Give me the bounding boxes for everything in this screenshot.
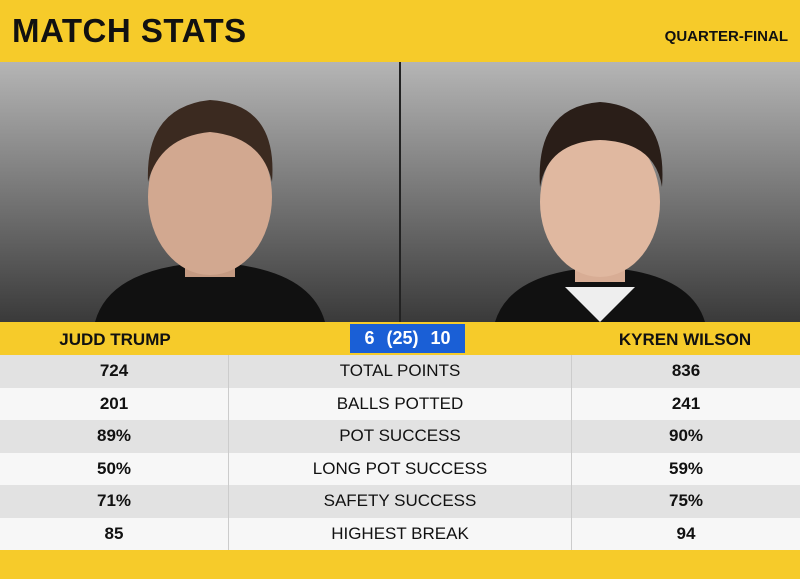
player-2-stat: 94: [676, 523, 696, 543]
player-2-stat: 75%: [668, 491, 704, 510]
player-name: JUDD TRUMP: [59, 330, 171, 349]
stage: QUARTER-FINAL: [664, 28, 788, 45]
stat-label: TOTAL POINTS: [228, 355, 572, 388]
stat-label: LONG POT SUCCESS: [228, 452, 572, 485]
stat-label: POT SUCCESS: [228, 420, 572, 453]
player-1-stat: 50%: [96, 458, 132, 478]
title: MATCH STATS: [12, 12, 247, 49]
stat-row: 724 TOTAL POINTS 836: [0, 355, 800, 388]
player-1-stat: 724: [99, 361, 129, 380]
player-1-photo: [95, 100, 325, 322]
player-2-stat: 836: [671, 361, 701, 380]
score-left: 6: [364, 328, 375, 348]
header: MATCH STATS QUARTER-FINAL: [0, 0, 800, 62]
player-2-stat: 241: [671, 393, 701, 413]
stats-table: 724 TOTAL POINTS 836 201 BALLS POTTED 241 89% P…: [0, 355, 800, 550]
player-1-stat: 71%: [96, 491, 132, 510]
stat-row: 71% SAFETY SUCCESS 75%: [0, 485, 800, 518]
score-right: 10: [430, 328, 451, 348]
score-frames: (25): [386, 328, 419, 348]
player-2-stat: 90%: [668, 426, 704, 445]
stat-row: 50% LONG POT SUCCESS 59%: [0, 452, 800, 485]
score: 6 (25) 10: [350, 324, 465, 353]
stat-row: 201 BALLS POTTED 241: [0, 387, 800, 420]
stat-label: HIGHEST BREAK: [228, 517, 572, 550]
player-photos: [0, 62, 800, 322]
player-1-stat: 89%: [96, 426, 132, 445]
player-2-stat: 59%: [668, 458, 704, 478]
player-name: KYREN WILSON: [618, 330, 752, 349]
stat-label: BALLS POTTED: [228, 387, 572, 420]
player-1-stat: 85: [104, 523, 124, 543]
stat-label: SAFETY SUCCESS: [228, 485, 572, 518]
footer-bar: [0, 550, 800, 579]
stat-row: 89% POT SUCCESS 90%: [0, 420, 800, 453]
player-1-stat: 201: [99, 393, 129, 413]
stat-row: 85 HIGHEST BREAK 94: [0, 517, 800, 550]
player-2-photo: [495, 102, 705, 322]
